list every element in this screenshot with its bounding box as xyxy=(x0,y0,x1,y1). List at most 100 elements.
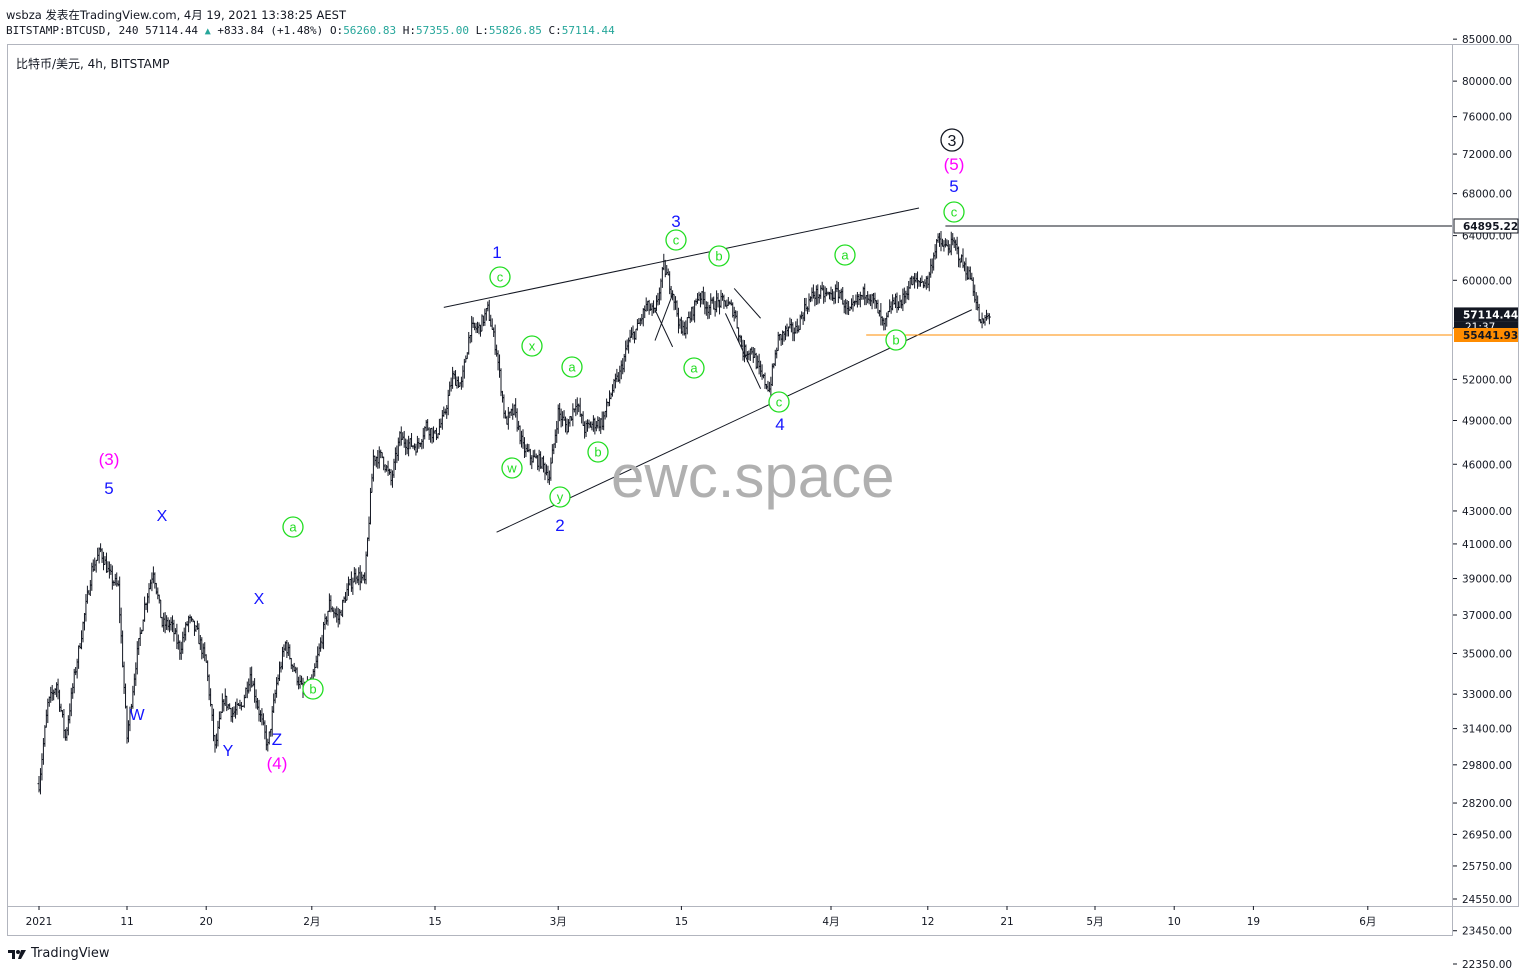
wave-label: w xyxy=(506,461,517,476)
wave-label: c xyxy=(951,205,958,220)
ohlc-legend: BITSTAMP:BTCUSD, 240 57114.44 ▲ +833.84 … xyxy=(6,24,615,37)
wave-label: 1 xyxy=(492,243,501,262)
wave-label: Y xyxy=(223,743,234,760)
wave-label: c xyxy=(673,233,680,248)
wave-label-circle xyxy=(665,229,687,251)
price-tick-label: 24550.00 xyxy=(1462,894,1512,906)
chart-symbol-caption: 比特币/美元, 4h, BITSTAMP xyxy=(16,57,170,71)
wave-label: 5 xyxy=(104,479,113,498)
price-tick-label: 28200.00 xyxy=(1462,798,1512,810)
wave-label-circle xyxy=(561,356,583,378)
price-axis-ticks: 85000.00 80000.00 76000.00 72000.00 68000.00… xyxy=(1453,34,1512,971)
price-tick-label: 26950.00 xyxy=(1462,829,1512,841)
time-tick-label: 4月 xyxy=(822,916,839,928)
wave-label-circle xyxy=(587,441,609,463)
wave-label: b xyxy=(715,249,722,264)
tradingview-logo[interactable]: TradingView xyxy=(7,946,110,961)
time-tick-label: 21 xyxy=(1000,916,1013,928)
wave-label: a xyxy=(289,520,297,535)
price-tick-label: 37000.00 xyxy=(1462,610,1512,622)
high-value: 57355.00 xyxy=(416,24,470,37)
time-tick-label: 10 xyxy=(1168,916,1181,928)
wave-label-circle xyxy=(943,201,965,223)
wave-label-circle xyxy=(885,329,907,351)
time-tick-label: 15 xyxy=(675,916,688,928)
wave-label-circle xyxy=(489,266,511,288)
candles xyxy=(37,230,991,795)
wave-label: X xyxy=(157,508,168,525)
close-label: C: xyxy=(548,24,562,37)
wave-label: 3 xyxy=(948,133,957,150)
wave-label: c xyxy=(776,395,783,410)
wave-label: W xyxy=(129,707,145,724)
wave-label-circle xyxy=(940,128,964,152)
time-tick-label: 19 xyxy=(1247,916,1260,928)
wave-label: 5 xyxy=(949,177,958,196)
wave-label: 3 xyxy=(671,212,680,231)
low-value: 55826.85 xyxy=(488,24,542,37)
orange-line-price-label-bg xyxy=(1454,328,1518,342)
wave-label: b xyxy=(892,333,899,348)
wave-label: (5) xyxy=(944,155,965,174)
wave-label: a xyxy=(568,360,576,375)
wave-label: (4) xyxy=(267,754,288,773)
high-line-price-label-border xyxy=(1453,218,1519,234)
wave-label-circle xyxy=(521,335,543,357)
wave-label: 2 xyxy=(555,516,564,535)
wave-label-circle xyxy=(683,357,705,379)
price-tick-label: 43000.00 xyxy=(1462,506,1512,518)
price-tick-label: 76000.00 xyxy=(1462,112,1512,124)
trendline xyxy=(443,207,920,308)
up-arrow-icon: ▲ xyxy=(204,26,211,37)
candle xyxy=(807,293,811,312)
high-line-price-label: 64895.22 xyxy=(1463,221,1518,233)
publish-info: wsbza 发表在TradingView.com, 4月 19, 2021 13… xyxy=(6,8,346,22)
wave-labels: (3) 5 W X Y X Z (4) a b 1 c x w a y 2 b 3 c b a c 4 a b 3 (5) 5 c xyxy=(99,128,965,773)
last-price: 57114.44 xyxy=(145,24,199,37)
pattern-line xyxy=(654,294,674,341)
orange-line-price-label: 55441.93 xyxy=(1463,330,1518,342)
time-tick-label: 15 xyxy=(428,916,441,928)
price-tick-label: 29800.00 xyxy=(1462,760,1512,772)
watermark: ewc.space xyxy=(611,443,895,510)
high-label: H: xyxy=(402,24,417,37)
price-tick-label: 35000.00 xyxy=(1462,648,1512,660)
price-tick-label: 64000.00 xyxy=(1462,231,1512,243)
price-tick-label: 31400.00 xyxy=(1462,724,1512,736)
wave-label-circle xyxy=(549,486,571,508)
wave-label-circle xyxy=(834,244,856,266)
time-tick-label: 11 xyxy=(120,916,133,928)
candle xyxy=(43,725,47,747)
time-axis[interactable] xyxy=(7,907,1453,936)
open-value: 56260.83 xyxy=(343,24,397,37)
wave-label: a xyxy=(690,361,698,376)
tradingview-logo-icon xyxy=(8,949,26,959)
price-axis[interactable] xyxy=(1453,44,1519,907)
candle xyxy=(987,313,991,325)
price-tick-label: 52000.00 xyxy=(1462,374,1512,386)
candle xyxy=(124,683,128,709)
wave-label: b xyxy=(594,445,601,460)
symbol-interval[interactable]: BITSTAMP:BTCUSD, 240 xyxy=(6,24,139,37)
low-label: L: xyxy=(475,24,489,37)
time-tick-label: 2021 xyxy=(26,916,53,928)
wave-label: a xyxy=(841,248,849,263)
wave-label: c xyxy=(497,270,504,285)
price-tick-label: 41000.00 xyxy=(1462,539,1512,551)
price-tick-label: 68000.00 xyxy=(1462,189,1512,201)
pattern-line xyxy=(724,313,762,389)
wave-label: y xyxy=(557,490,564,505)
price-tick-label: 25750.00 xyxy=(1462,861,1512,873)
pattern-line xyxy=(733,288,761,319)
price-tick-label: 80000.00 xyxy=(1462,76,1512,88)
wave-label-circle xyxy=(708,245,730,267)
time-tick-label: 5月 xyxy=(1086,916,1103,928)
chart-pane[interactable] xyxy=(7,44,1453,907)
wave-label-circle xyxy=(302,678,324,700)
price-tick-label: 46000.00 xyxy=(1462,459,1512,471)
time-tick-label: 12 xyxy=(921,916,934,928)
pattern-line xyxy=(654,309,674,348)
time-tick-label: 6月 xyxy=(1359,916,1376,928)
wave-label: x xyxy=(529,339,536,354)
